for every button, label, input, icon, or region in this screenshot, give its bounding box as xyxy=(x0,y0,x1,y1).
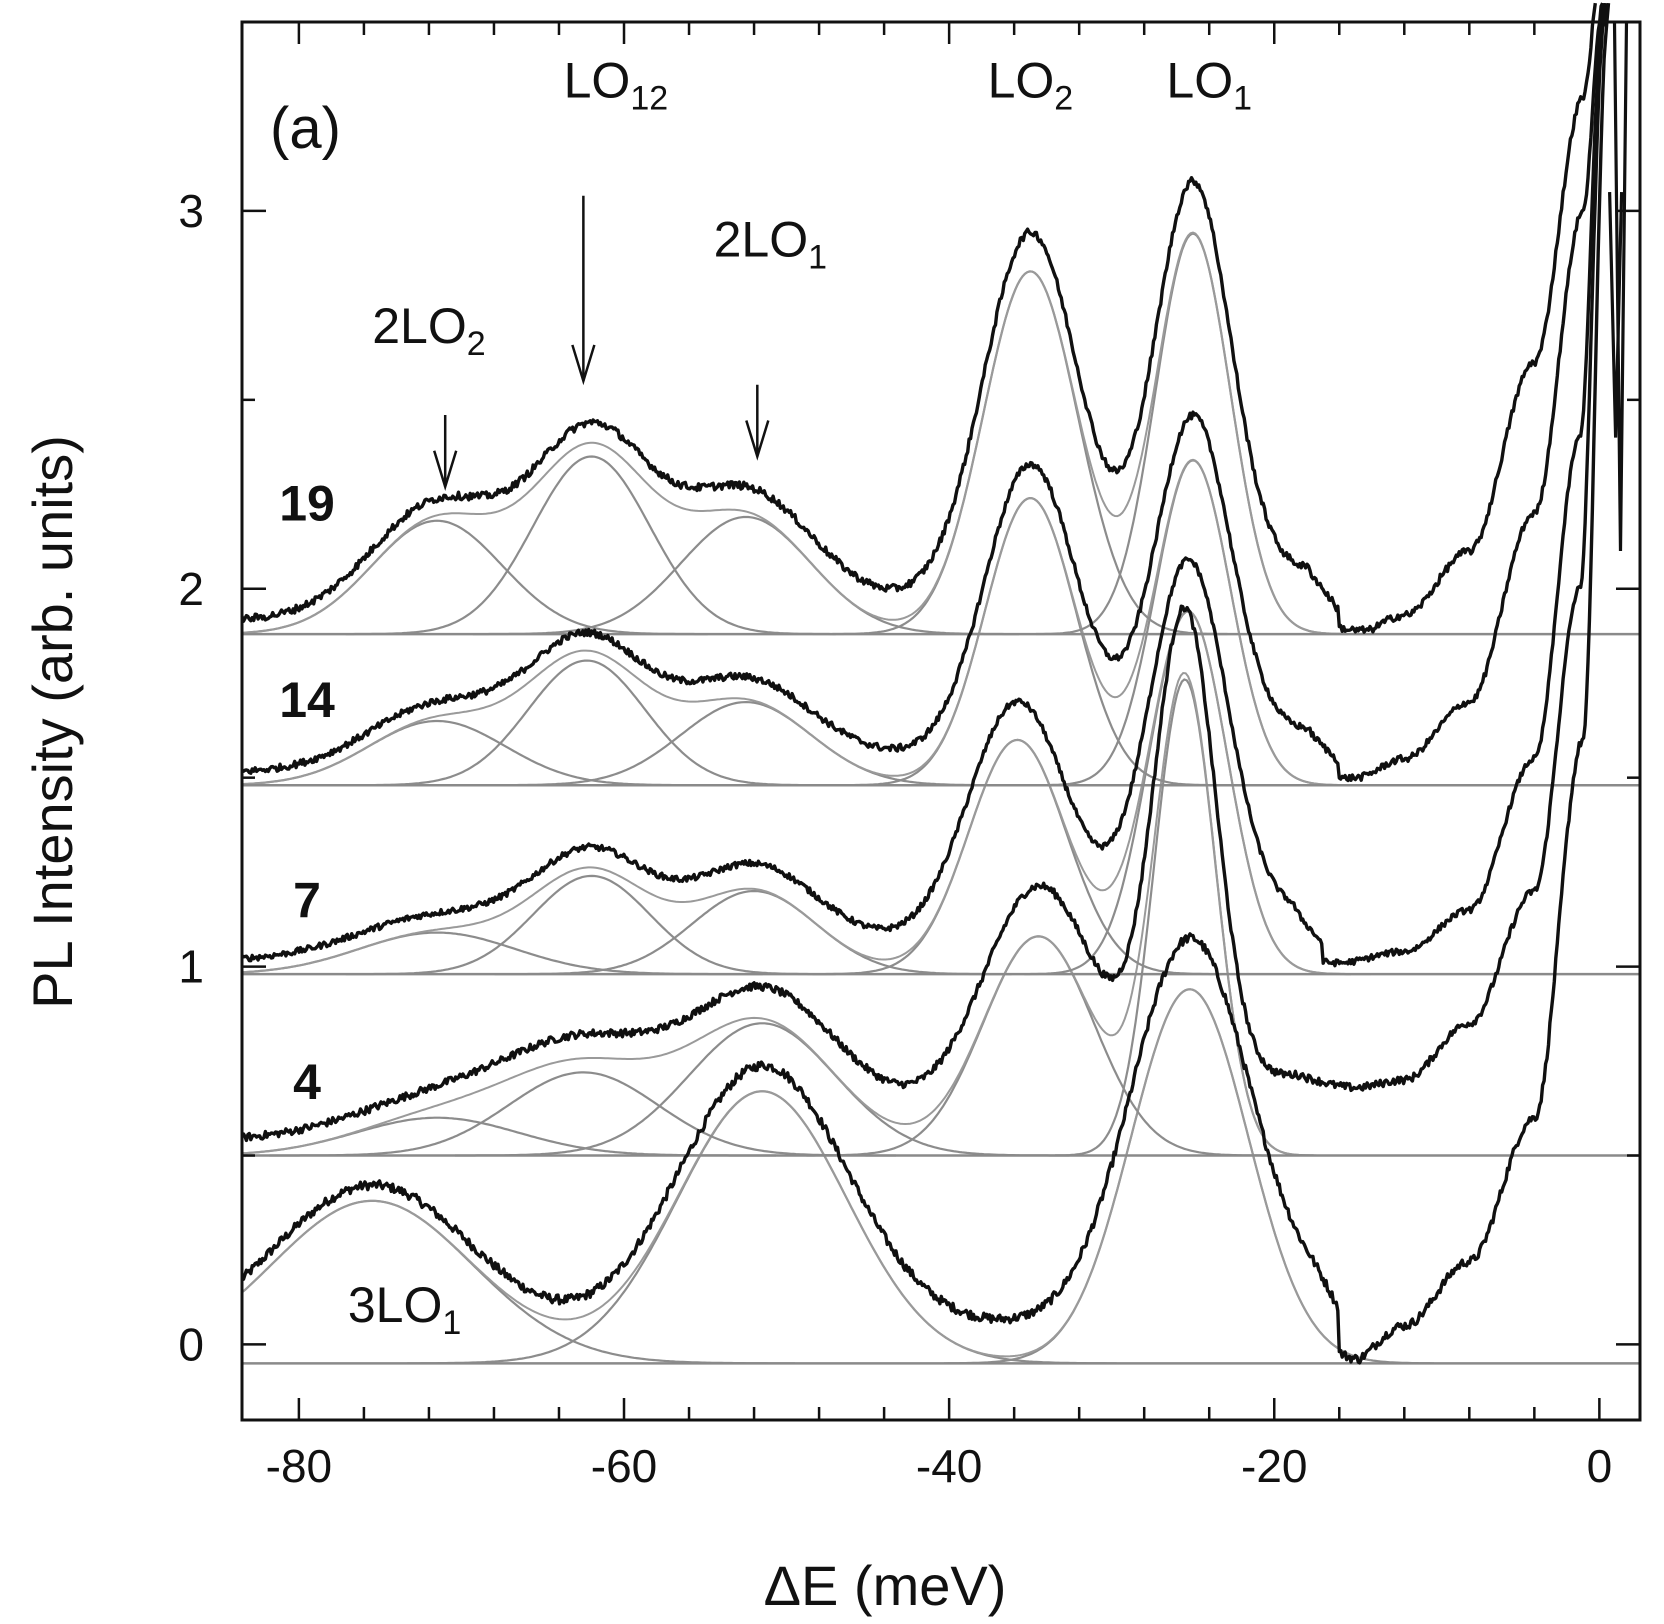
fit-7-LO2 xyxy=(812,738,1223,976)
annotation-2lo2: 2LO2 xyxy=(372,298,485,363)
x-tick-label: -20 xyxy=(1241,1440,1307,1492)
fit-4-LO12 xyxy=(269,1071,896,1157)
fit-curves xyxy=(241,231,1434,1365)
fit-sum-19 xyxy=(241,231,1371,636)
fit-sum-7 xyxy=(241,609,1371,976)
fit-sum-3LO1 xyxy=(241,988,1372,1362)
laser-feature-1 xyxy=(1608,191,1624,438)
y-tick-label: 2 xyxy=(178,563,204,615)
x-tick-label: -40 xyxy=(916,1440,982,1492)
fit-19-2LO1 xyxy=(472,515,1019,636)
x-tick-label: 0 xyxy=(1587,1440,1613,1492)
spectrum-4 xyxy=(241,2,1608,1143)
fit-14-LO2 xyxy=(839,496,1220,787)
fit-14-2LO1 xyxy=(472,700,1019,787)
y-tick-label: 0 xyxy=(178,1318,204,1370)
fit-19-LO12 xyxy=(345,455,836,636)
fit-3LO1-LO1 xyxy=(943,988,1434,1365)
annotation-lo12: LO12 xyxy=(564,53,669,118)
fit-4-LO2 xyxy=(806,935,1270,1157)
annotation-lo1: LO1 xyxy=(1166,53,1252,118)
text-labels: (a) ΔE (meV) PL Intensity (arb. units) 4… xyxy=(21,96,1006,1617)
series-label-14: 14 xyxy=(279,672,335,728)
fit-sum-14 xyxy=(241,458,1371,787)
spectrum-14 xyxy=(241,2,1605,783)
axes: -80 -60 -40 -20 0 0 1 2 3 xyxy=(178,20,1642,1492)
annotation-arrow-head xyxy=(433,450,458,492)
fit-7-2LO2 xyxy=(243,931,763,976)
spectrum-7 xyxy=(240,2,1606,968)
fit-14-2LO2 xyxy=(242,719,724,787)
annotations: LO12 2LO1 2LO2 LO2 LO1 3LO1 xyxy=(348,53,1252,1342)
fit-4-2LO1 xyxy=(455,1022,1070,1157)
y-axis-title: PL Intensity (arb. units) xyxy=(21,435,84,1009)
series-label-4: 4 xyxy=(293,1054,321,1110)
y-tick-label: 1 xyxy=(178,941,204,993)
x-axis-title: ΔE (meV) xyxy=(764,1554,1007,1617)
baselines xyxy=(242,632,1640,1365)
plot-frame xyxy=(240,20,1642,1422)
fit-4-LO1 xyxy=(1055,678,1314,1157)
laser-feature-0 xyxy=(1612,21,1629,551)
fit-19-LO2 xyxy=(832,270,1228,636)
annotation-3lo1: 3LO1 xyxy=(348,1277,461,1342)
spectrum-3LO1 xyxy=(240,2,1611,1365)
panel-label: (a) xyxy=(270,96,341,161)
annotation-lo2: LO2 xyxy=(988,53,1074,118)
annotation-arrow-head xyxy=(745,420,770,461)
y-tick-label: 3 xyxy=(178,185,204,237)
spectrum-19 xyxy=(240,2,1597,634)
series-label-19: 19 xyxy=(279,476,335,532)
series-label-7: 7 xyxy=(293,872,321,928)
fit-7-LO12 xyxy=(345,874,836,976)
fit-sum-4 xyxy=(241,671,1371,1157)
fit-14-LO12 xyxy=(340,659,831,787)
fit-7-2LO1 xyxy=(494,889,1012,976)
x-tick-label: -60 xyxy=(591,1440,657,1492)
spectra-curves xyxy=(240,2,1629,1365)
annotation-arrow-head xyxy=(571,344,596,386)
annotation-2lo1: 2LO1 xyxy=(714,211,827,276)
x-tick-label: -80 xyxy=(266,1440,332,1492)
